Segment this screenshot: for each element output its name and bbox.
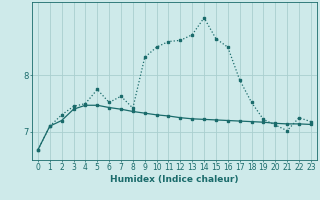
X-axis label: Humidex (Indice chaleur): Humidex (Indice chaleur) xyxy=(110,175,239,184)
